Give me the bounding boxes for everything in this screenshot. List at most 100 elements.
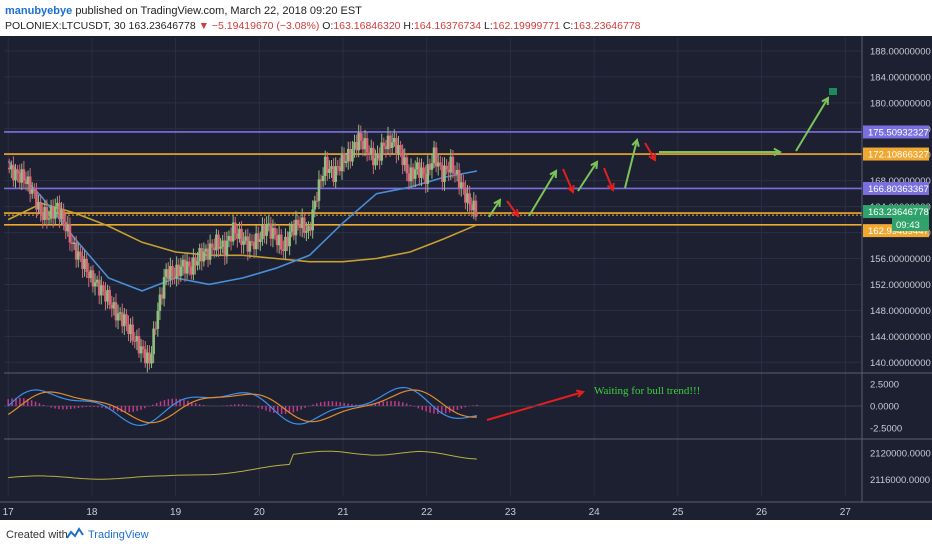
candle-body xyxy=(357,132,361,151)
candle-body xyxy=(116,313,120,321)
candle-body xyxy=(89,270,93,279)
red-arrow-head xyxy=(606,182,615,192)
candle-body xyxy=(311,209,314,231)
candle-body xyxy=(328,169,331,173)
time-tick-label: 20 xyxy=(254,507,266,518)
red-arrow xyxy=(644,142,656,161)
time-tick-label: 26 xyxy=(756,507,768,518)
candle-body xyxy=(221,240,224,247)
ohlc-line: POLONIEX:LTCUSDT, 30 163.23646778 ▼ −5.1… xyxy=(5,20,641,32)
green-arrow xyxy=(528,170,557,217)
candle-body xyxy=(30,189,34,194)
candle-body xyxy=(434,147,438,167)
candle-body xyxy=(413,169,417,179)
candle-body xyxy=(288,231,291,247)
candle-body xyxy=(60,210,63,220)
price-level-tag xyxy=(863,205,929,219)
candle-body xyxy=(470,204,474,211)
candle-body xyxy=(175,264,178,279)
red-arrow-head xyxy=(511,208,520,218)
candle-body xyxy=(127,324,130,335)
chart-svg[interactable]: 188.00000000184.00000000180.00000000176.… xyxy=(0,36,932,520)
countdown-tag xyxy=(892,218,929,232)
candle-body xyxy=(273,227,277,236)
candle-body xyxy=(376,153,379,159)
candle-body xyxy=(28,176,32,194)
candle-body xyxy=(292,225,296,236)
countdown-label: 09:43 xyxy=(896,220,920,231)
candle-body xyxy=(106,289,109,302)
candle-body xyxy=(261,225,264,240)
price-level-tag xyxy=(863,125,929,139)
candle-body xyxy=(428,164,432,170)
candle-body xyxy=(411,167,415,179)
candle-body xyxy=(282,249,285,252)
candle-body xyxy=(202,251,206,262)
candle-body xyxy=(53,206,57,219)
candle-body xyxy=(332,166,335,182)
annotation-text: Waiting for bull trend!!! xyxy=(594,385,700,397)
tradingview-brand[interactable]: TradingView xyxy=(88,529,149,541)
candle-body xyxy=(271,227,275,239)
candle-body xyxy=(93,282,97,287)
candle-body xyxy=(49,206,53,219)
green-arrow-head xyxy=(631,137,640,148)
macd-plot xyxy=(4,386,862,427)
candle-body xyxy=(455,169,459,175)
candle-body xyxy=(323,156,327,176)
candle-body xyxy=(135,335,139,342)
candle-body xyxy=(72,242,76,244)
tradingview-logo-icon[interactable] xyxy=(66,527,84,541)
candle-body xyxy=(355,142,358,151)
price-tick-label: 140.00000000 xyxy=(870,358,931,369)
green-arrow-head xyxy=(821,96,830,106)
candle-body xyxy=(361,140,365,150)
candle-body xyxy=(43,207,47,221)
candle-body xyxy=(194,257,197,266)
last-price: 163.23646778 xyxy=(128,20,196,32)
candle-body xyxy=(166,269,170,280)
candle-body xyxy=(286,236,289,247)
candle-body xyxy=(298,225,302,229)
candle-body xyxy=(349,148,352,162)
candle-body xyxy=(123,314,126,327)
candle-body xyxy=(296,219,300,226)
candle-body xyxy=(426,164,430,184)
candle-body xyxy=(104,291,107,302)
time-tick-label: 19 xyxy=(170,507,182,518)
time-tick-label: 18 xyxy=(86,507,98,518)
candle-body xyxy=(334,166,337,182)
candle-body xyxy=(338,166,342,172)
candle-body xyxy=(112,302,116,309)
candle-body xyxy=(158,294,162,311)
candle-body xyxy=(430,163,434,170)
candle-body xyxy=(87,271,91,279)
candle-body xyxy=(125,314,128,325)
candle-body xyxy=(259,239,262,242)
red-arrow xyxy=(603,167,614,191)
candle-body xyxy=(397,145,400,155)
candle-body xyxy=(231,222,235,242)
candle-body xyxy=(319,179,323,182)
price-tick-label: 156.00000000 xyxy=(870,254,931,265)
candle-body xyxy=(150,354,153,364)
volume-tick-label: 2116000.0000 xyxy=(870,475,930,486)
candle-body xyxy=(210,243,214,248)
candle-body xyxy=(219,246,222,249)
candle-body xyxy=(187,261,191,267)
candle-body xyxy=(294,219,298,236)
candle-body xyxy=(369,147,373,154)
chart-area[interactable]: 188.00000000184.00000000180.00000000176.… xyxy=(0,36,932,520)
author-link[interactable]: manubyebye xyxy=(5,5,73,17)
candle-body xyxy=(409,167,413,182)
red-arrow-head xyxy=(648,152,657,162)
green-arrow-head xyxy=(590,160,599,170)
time-tick-label: 17 xyxy=(3,507,15,518)
candle-body xyxy=(177,264,181,277)
candle-body xyxy=(156,310,160,329)
price-level-tag xyxy=(863,147,929,161)
candle-body xyxy=(133,340,137,342)
candle-body xyxy=(405,157,409,174)
candle-body xyxy=(51,206,55,219)
candle-body xyxy=(464,187,467,203)
